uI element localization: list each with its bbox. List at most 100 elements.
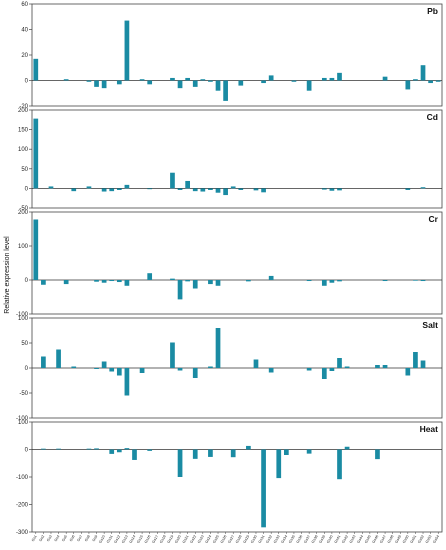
bar-gs24 (208, 188, 213, 190)
bar-gs29 (246, 445, 251, 450)
x-tick-label: Gs29 (242, 535, 250, 544)
panel-title: Cd (427, 112, 438, 122)
bar-gs5 (63, 280, 69, 285)
bar-gs13 (124, 20, 130, 81)
bar-gs52 (420, 360, 426, 368)
bar-gs16 (147, 449, 153, 451)
x-tick-label: Gs16 (144, 535, 152, 544)
x-tick-label: Gs39 (318, 535, 326, 544)
bar-gs51 (413, 352, 418, 368)
bar-gs52 (420, 280, 426, 282)
bar-gs13 (124, 184, 130, 189)
bar-gs12 (116, 368, 122, 376)
x-tick-label: Gs43 (349, 535, 357, 544)
bar-gs26 (223, 188, 228, 196)
y-tick-label: -50 (19, 206, 28, 212)
bar-gs28 (238, 188, 244, 190)
bar-gs19 (170, 77, 175, 81)
y-tick-label: 200 (18, 108, 29, 114)
bar-gs2 (41, 356, 46, 368)
bar-gs46 (375, 365, 380, 368)
bar-gs23 (200, 188, 206, 192)
bar-gs19 (170, 342, 175, 368)
bar-gs12 (116, 188, 122, 190)
bar-gs25 (215, 80, 221, 91)
bar-gs19 (170, 172, 175, 189)
panel-title: Pb (427, 6, 438, 16)
y-tick-label: -200 (16, 503, 29, 509)
bar-gs24 (208, 366, 213, 368)
x-tick-label: Gs32 (265, 535, 273, 544)
x-tick-label: Gs42 (341, 535, 349, 544)
bar-gs13 (124, 368, 130, 396)
x-tick-label: Gs6 (69, 535, 76, 543)
x-tick-label: Gs35 (288, 535, 296, 544)
x-tick-label: Gs45 (364, 535, 372, 544)
bar-gs6 (71, 366, 77, 368)
bar-gs39 (321, 188, 327, 190)
x-tick-label: Gs31 (258, 535, 266, 544)
bar-gs1 (33, 58, 39, 81)
bar-gs24 (208, 449, 213, 457)
bar-gs26 (223, 80, 228, 101)
bar-gs11 (109, 188, 115, 192)
x-tick-label: Gs48 (387, 535, 395, 544)
x-tick-label: Gs7 (76, 535, 83, 543)
bar-gs8 (86, 80, 92, 82)
bar-gs37 (306, 80, 312, 91)
bar-gs19 (170, 278, 175, 280)
bar-gs34 (283, 449, 289, 455)
bar-gs8 (86, 186, 92, 189)
panel-frame (31, 211, 443, 315)
bar-gs20 (177, 188, 183, 190)
bar-gs10 (101, 80, 107, 89)
bar-gs39 (321, 77, 327, 81)
x-tick-label: Gs22 (189, 535, 197, 544)
bar-gs47 (382, 76, 388, 81)
bar-gs50 (405, 188, 411, 190)
bar-gs41 (337, 280, 342, 282)
panel-frame (31, 3, 443, 107)
bar-gs29 (246, 280, 251, 282)
y-tick-label: -20 (19, 104, 28, 110)
x-tick-label: Gs54 (432, 535, 440, 544)
x-axis: Gs1 Gs2 Gs3 Gs4 Gs5 Gs6 Gs7 Gs8 Gs9 Gs10 Gs11 Gs12 G… (31, 532, 440, 544)
x-tick-label: Gs28 (235, 535, 243, 544)
x-tick-label: Gs13 (121, 535, 129, 544)
bar-gs20 (177, 449, 183, 477)
x-tick-label: Gs46 (372, 535, 380, 544)
bar-gs28 (238, 80, 244, 86)
bar-gs22 (192, 280, 198, 289)
bar-gs31 (261, 449, 266, 528)
panel-frame (31, 109, 443, 209)
bar-gs40 (329, 280, 335, 283)
bar-gs22 (192, 368, 198, 378)
x-tick-label: Gs52 (417, 535, 425, 544)
bar-gs9 (94, 368, 99, 369)
bar-gs42 (344, 446, 350, 450)
y-tick-label: 50 (21, 167, 28, 173)
x-tick-label: Gs40 (326, 535, 334, 544)
bar-gs32 (268, 75, 274, 81)
bar-gs3 (48, 186, 54, 189)
bar-gs40 (329, 188, 335, 191)
x-tick-label: Gs34 (280, 535, 288, 544)
bar-gs25 (215, 280, 221, 286)
bar-gs22 (192, 188, 198, 192)
x-tick-label: Gs14 (129, 535, 137, 544)
bar-gs32 (268, 275, 274, 280)
x-tick-label: Gs4 (54, 535, 61, 543)
bar-gs52 (420, 187, 426, 189)
x-tick-label: Gs25 (212, 535, 220, 544)
bar-gs41 (337, 72, 342, 81)
y-tick-label: 200 (18, 210, 29, 216)
bar-gs23 (200, 79, 206, 81)
y-tick-label: 100 (18, 420, 29, 426)
y-tick-label: 100 (18, 316, 29, 322)
x-tick-label: Gs11 (106, 535, 114, 544)
x-tick-label: Gs10 (98, 535, 106, 544)
panel-cr: -100 0 100 200 Cr (16, 210, 443, 318)
bar-gs40 (329, 77, 335, 81)
bar-gs52 (420, 65, 426, 81)
bar-gs5 (63, 79, 69, 81)
